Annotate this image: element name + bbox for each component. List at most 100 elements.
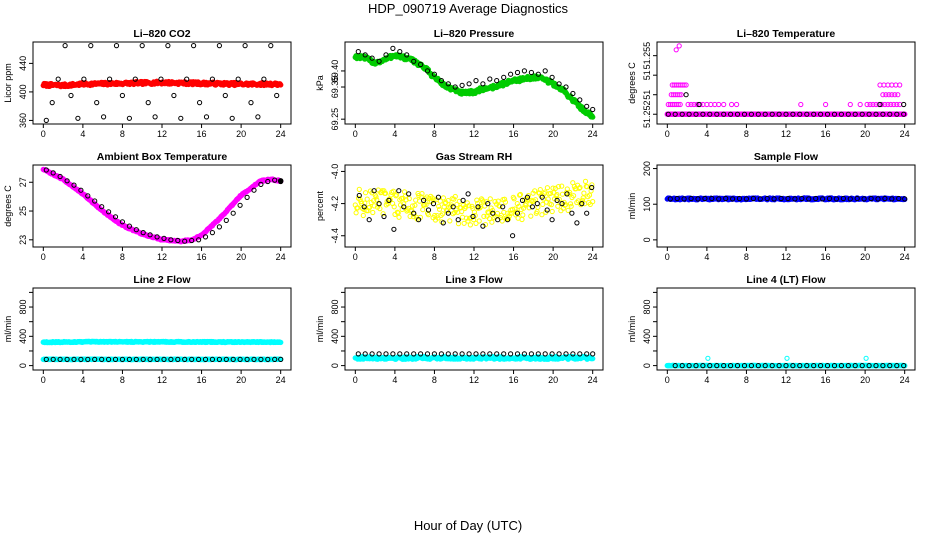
plot-frame: [656, 287, 916, 371]
data-point: [494, 78, 500, 84]
data-point: [901, 101, 907, 108]
data-point: [362, 52, 368, 58]
data-point: [229, 115, 235, 121]
data-point: [870, 101, 876, 108]
data-point: [897, 82, 903, 88]
data-point: [879, 101, 885, 108]
data-point: [75, 115, 81, 121]
series-detail: [352, 178, 596, 228]
x-tick-label: 8: [744, 129, 749, 139]
y-tick-label: 0: [18, 363, 28, 368]
data-point: [390, 45, 396, 52]
x-tick-label: 20: [236, 252, 246, 262]
x-tick-label: 24: [276, 375, 286, 385]
data-point: [882, 101, 888, 108]
data-point: [417, 198, 423, 204]
data-point: [847, 101, 853, 108]
data-point: [895, 92, 901, 98]
x-tick-label: 16: [197, 252, 207, 262]
data-point: [686, 111, 692, 117]
x-tick-label: 0: [665, 129, 670, 139]
data-point: [465, 191, 471, 197]
panel-1: Li–820 Pressure 0 4 8 12 16 20 24 69.25 69.3569.4…: [315, 28, 604, 139]
x-tick-label: 0: [41, 129, 46, 139]
panel-title: Line 3 Flow: [445, 274, 503, 286]
data-point: [797, 111, 803, 117]
y-tick-label: 0: [642, 363, 652, 368]
data-point: [528, 213, 534, 219]
data-point: [119, 92, 126, 99]
data-point: [68, 92, 74, 99]
data-point: [145, 100, 151, 106]
data-point: [694, 101, 700, 108]
data-point: [691, 101, 697, 108]
data-point: [278, 178, 284, 184]
x-tick-label: 8: [744, 252, 749, 262]
x-tick-label: 20: [548, 129, 558, 139]
x-tick-label: 8: [120, 129, 125, 139]
y-tick-label: 27: [18, 177, 28, 187]
y-tick-label: 400: [642, 329, 652, 344]
x-tick-label: 8: [744, 375, 749, 385]
data-point: [589, 355, 596, 362]
x-tick-label: 16: [197, 375, 207, 385]
data-point: [420, 207, 426, 213]
y-tick-label: 51.255: [642, 42, 652, 70]
data-point: [476, 218, 482, 224]
y-axis-label: degrees C: [627, 62, 637, 104]
y-axis-label: ml/min: [627, 193, 637, 220]
data-point: [364, 196, 370, 202]
data-point: [366, 217, 372, 223]
y-tick-label: 800: [642, 300, 652, 315]
data-point: [852, 111, 858, 117]
data-point: [880, 92, 886, 98]
y-tick-label: 360: [18, 113, 28, 128]
data-point: [681, 82, 687, 88]
data-point: [683, 82, 689, 88]
data-point: [467, 222, 473, 228]
data-point: [741, 111, 748, 117]
data-point: [581, 190, 587, 196]
data-point: [383, 52, 389, 58]
data-point: [693, 111, 699, 117]
data-point: [501, 74, 507, 81]
data-point: [700, 111, 706, 117]
data-point: [223, 217, 229, 223]
panel-title: Li–820 Pressure: [434, 28, 515, 40]
data-point: [535, 71, 541, 77]
data-point: [509, 233, 516, 239]
data-point: [721, 101, 727, 108]
data-point: [519, 216, 525, 223]
y-tick-label: -4.2: [330, 196, 340, 212]
data-point: [396, 214, 402, 220]
data-point: [556, 351, 562, 357]
data-point: [440, 195, 446, 201]
x-tick-label: 8: [120, 375, 125, 385]
data-point: [877, 101, 883, 108]
y-tick-label: 800: [330, 300, 340, 315]
y-tick-label: 0: [330, 363, 340, 368]
y-axis-label: Licor ppm: [3, 63, 13, 103]
y-tick-label: 69.35: [330, 76, 340, 99]
y-axis-label: ml/min: [3, 316, 13, 343]
data-point: [831, 111, 838, 117]
data-point: [584, 210, 590, 216]
y-tick-label: 25: [18, 206, 28, 216]
panel-6: Line 2 Flow 0 4 8 12 16 20 24 0 400 800 ml/min: [3, 274, 292, 385]
data-point: [237, 202, 243, 208]
data-point: [685, 101, 691, 108]
data-point: [376, 58, 382, 64]
x-tick-label: 4: [80, 375, 85, 385]
x-tick-label: 20: [860, 252, 870, 262]
data-point: [431, 71, 437, 77]
data-point: [158, 76, 164, 82]
x-tick-label: 20: [548, 252, 558, 262]
data-point: [165, 43, 171, 49]
data-point: [769, 111, 775, 117]
data-point: [811, 111, 817, 117]
data-point: [676, 43, 682, 49]
data-point: [487, 76, 493, 82]
x-tick-label: 4: [392, 252, 397, 262]
x-tick-label: 16: [197, 129, 207, 139]
data-point: [447, 218, 453, 224]
